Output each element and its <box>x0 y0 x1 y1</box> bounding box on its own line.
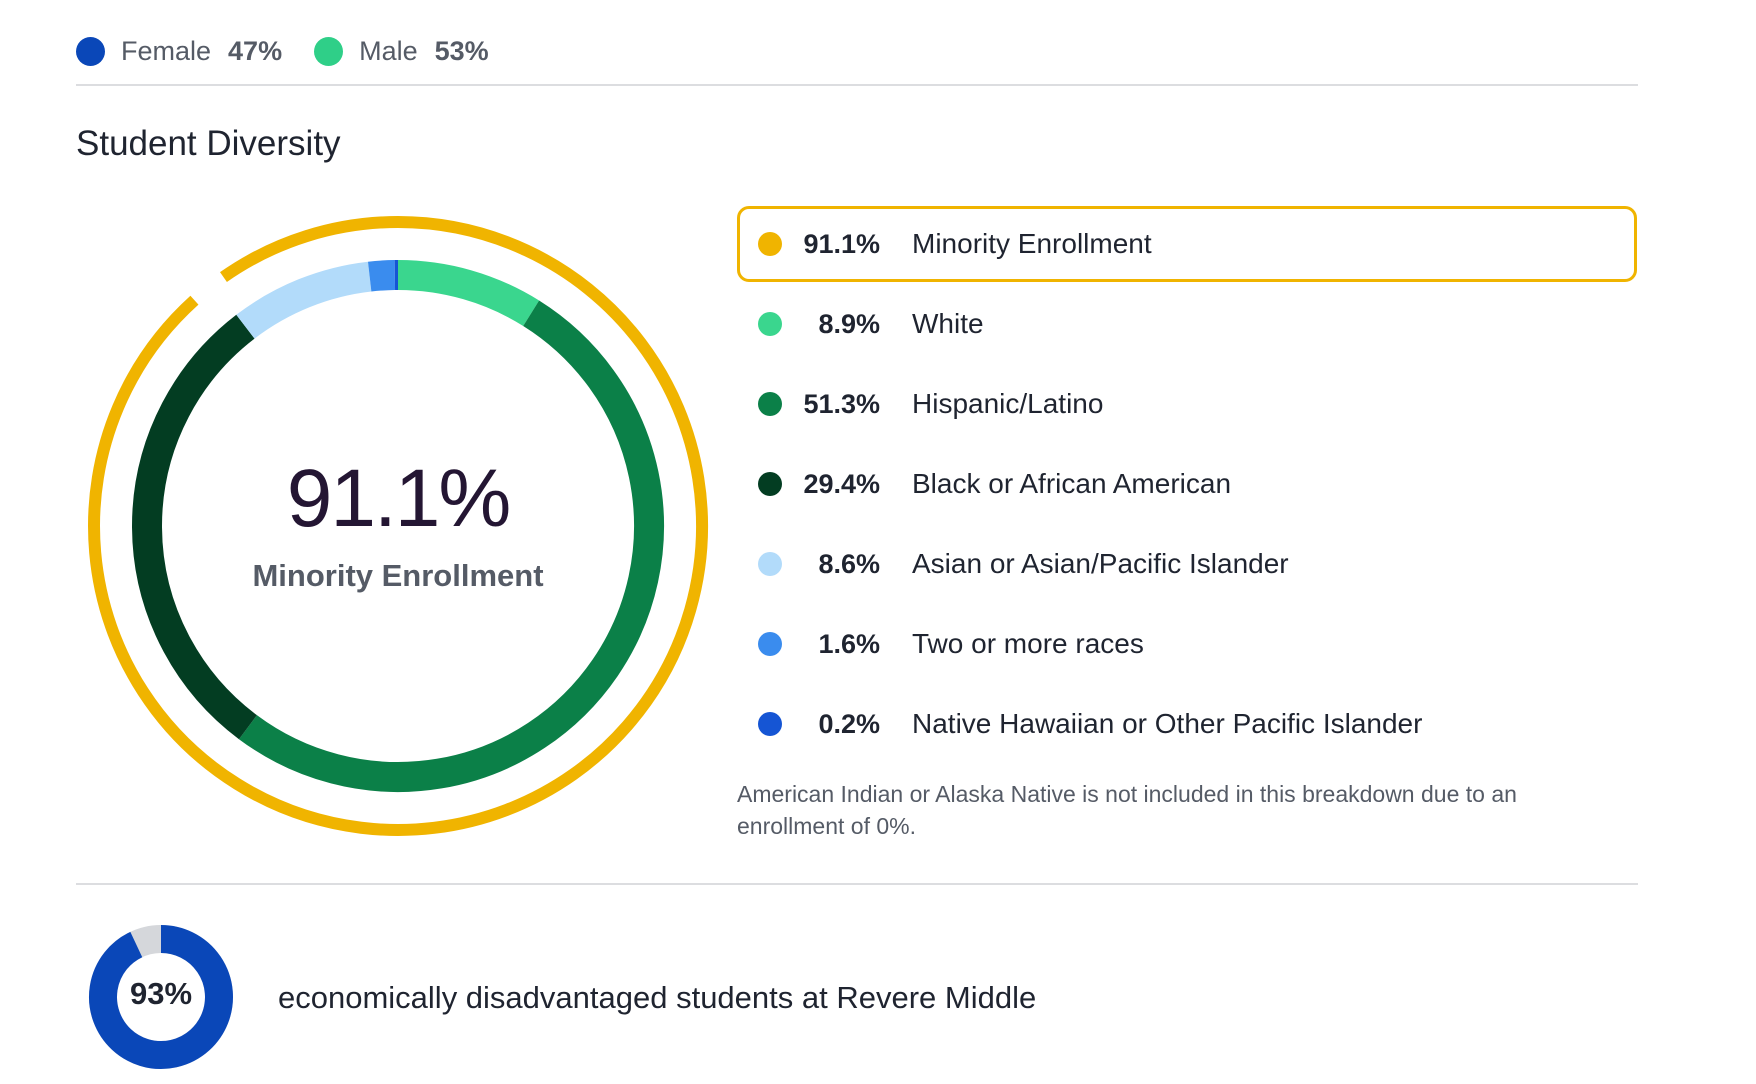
gender-breakdown: Female 47% Male 53% <box>76 34 521 68</box>
economic-description: economically disadvantaged students at R… <box>278 980 1037 1015</box>
black-african-american-dot-icon <box>758 472 782 496</box>
legend-label: Native Hawaiian or Other Pacific Islande… <box>912 708 1423 739</box>
legend-label: Hispanic/Latino <box>912 388 1104 419</box>
gender-female-value: 47% <box>228 35 283 66</box>
slice-asian-or-asian-pacific-islander <box>236 261 372 339</box>
native-hawaiian-dot-icon <box>758 712 782 736</box>
legend-item-black-african-american[interactable]: 29.4% Black or African American <box>737 446 1637 522</box>
legend-pct: 51.3% <box>803 388 880 419</box>
chart-center-value: 91.1% <box>286 453 512 544</box>
legend-item-native-hawaiian[interactable]: 0.2% Native Hawaiian or Other Pacific Is… <box>737 686 1637 762</box>
legend-pct: 8.6% <box>818 548 880 579</box>
economic-percent: 93% <box>129 976 193 1011</box>
legend-label: Minority Enrollment <box>912 228 1152 259</box>
legend-label: White <box>912 308 984 339</box>
top-divider <box>76 84 1638 86</box>
legend-item-asian-pacific-islander[interactable]: 8.6% Asian or Asian/Pacific Islander <box>737 526 1637 602</box>
economic-value-arc <box>89 925 233 1069</box>
slice-hispanic-latino <box>238 300 664 792</box>
legend-item-white[interactable]: 8.9% White <box>737 286 1637 362</box>
legend-item-two-or-more-races[interactable]: 1.6% Two or more races <box>737 606 1637 682</box>
diversity-legend: 91.1% Minority Enrollment 8.9% White 51.… <box>737 206 1637 766</box>
legend-label: Two or more races <box>912 628 1144 659</box>
minority-enrollment-arc <box>88 216 709 836</box>
section-title: Student Diversity <box>76 124 341 163</box>
diversity-donut-chart <box>88 216 709 836</box>
white-dot-icon <box>758 312 782 336</box>
legend-pct: 29.4% <box>803 468 880 499</box>
legend-item-minority-enrollment[interactable]: 91.1% Minority Enrollment <box>737 206 1637 282</box>
minority-enrollment-arc-tail <box>220 216 399 283</box>
gender-male-value: 53% <box>434 35 489 66</box>
chart-footnote: American Indian or Alaska Native is not … <box>737 781 1517 839</box>
legend-label: Black or African American <box>912 468 1232 499</box>
male-dot-icon <box>314 36 344 66</box>
two-or-more-races-dot-icon <box>758 632 782 656</box>
gender-male-label: Male <box>359 35 418 66</box>
legend-item-hispanic-latino[interactable]: 51.3% Hispanic/Latino <box>737 366 1637 442</box>
economic-donut-chart <box>89 925 233 1069</box>
chart-center-label: Minority Enrollment <box>252 558 544 593</box>
asian-pacific-islander-dot-icon <box>758 552 782 576</box>
slice-white <box>397 260 540 327</box>
hispanic-latino-dot-icon <box>758 392 782 416</box>
legend-pct: 91.1% <box>803 228 880 259</box>
gender-female-label: Female <box>121 35 212 66</box>
bottom-divider <box>76 883 1638 885</box>
slice-black-or-african-american <box>132 314 257 740</box>
legend-pct: 0.2% <box>818 708 880 739</box>
legend-pct: 1.6% <box>818 628 880 659</box>
legend-label: Asian or Asian/Pacific Islander <box>912 548 1289 579</box>
minority-enrollment-dot-icon <box>758 232 782 256</box>
slice-two-or-more-races <box>367 260 396 292</box>
legend-pct: 8.9% <box>818 308 880 339</box>
gender-female: Female 47% <box>76 36 282 67</box>
female-dot-icon <box>76 36 105 66</box>
gender-male: Male 53% <box>314 36 489 67</box>
